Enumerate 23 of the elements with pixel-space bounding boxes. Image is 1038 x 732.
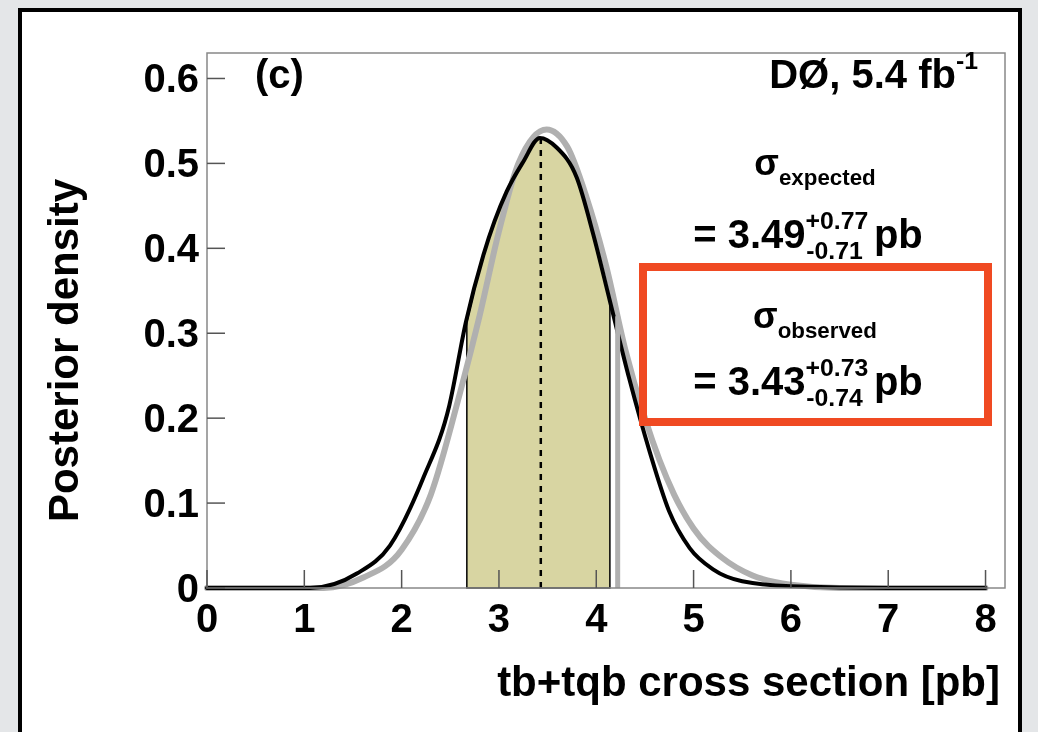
annotation: (c) <box>255 52 304 96</box>
x-tick-label: 4 <box>585 596 609 640</box>
y-tick-label: 0 <box>176 566 199 610</box>
y-tick-label: 0.6 <box>143 56 199 101</box>
x-tick-label: 6 <box>779 596 803 640</box>
x-tick-label: 5 <box>682 596 705 640</box>
annotation: DØ, 5.4 fb$^{-1}$ <box>769 47 979 96</box>
y-axis-title: Posterior density <box>40 178 87 523</box>
x-tick-label: 7 <box>877 596 900 640</box>
x-tick-label: 3 <box>487 596 511 640</box>
x-tick-label: 1 <box>293 596 316 640</box>
annotation: σ$_{observed}$ <box>753 295 877 344</box>
annotation: σ$_{expected}$ <box>754 142 876 191</box>
y-tick-label: 0.2 <box>143 396 199 441</box>
x-tick-label: 2 <box>390 596 413 640</box>
y-tick-label: 0.3 <box>143 311 199 356</box>
y-tick-label: 0.1 <box>143 481 199 526</box>
x-tick-label: 8 <box>974 596 997 640</box>
y-tick-label: 0.5 <box>143 141 199 186</box>
annotation: = 3.43$^{+0.73}$$_{-0.74}$ pb <box>693 354 923 412</box>
annotation: = 3.49$^{+0.77}$$_{-0.71}$ pb <box>693 207 923 265</box>
y-tick-label: 0.4 <box>143 226 200 271</box>
x-axis-title: tb+tqb cross section [pb] <box>497 658 1000 705</box>
